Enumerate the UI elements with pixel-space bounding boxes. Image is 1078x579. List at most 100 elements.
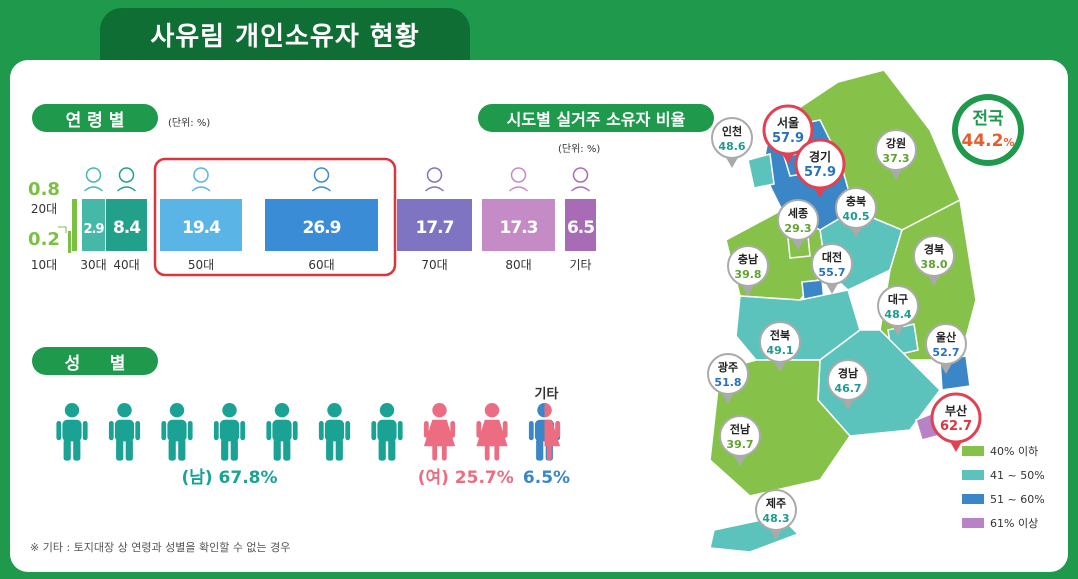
age-icon-80대 bbox=[509, 167, 528, 192]
region-unit: (단위: %) bbox=[558, 144, 601, 155]
marker-value-경기: 57.9 bbox=[804, 165, 836, 180]
age-section-label: 연 령 별 bbox=[32, 104, 158, 132]
bar-label-60대: 60대 bbox=[308, 258, 334, 272]
bar-label-70대: 70대 bbox=[421, 258, 447, 272]
marker-value-전북: 49.1 bbox=[766, 344, 793, 357]
national-label: 전국 bbox=[972, 109, 1004, 129]
bar-60대 bbox=[265, 199, 378, 251]
marker-name-대전: 대전 bbox=[822, 250, 842, 264]
marker-name-대구: 대구 bbox=[888, 292, 908, 306]
legend-label-3: 61% 이상 bbox=[990, 517, 1038, 530]
marker-name-울산: 울산 bbox=[936, 330, 956, 344]
bar-기타 bbox=[565, 199, 596, 251]
bar-value-10대: 0.2 bbox=[28, 229, 60, 250]
series-label-(여): (여) 25.7% bbox=[418, 468, 514, 488]
legend-swatch-0 bbox=[962, 446, 984, 456]
bar-10대 bbox=[68, 231, 71, 253]
legend-label-1: 41 ~ 50% bbox=[990, 469, 1045, 482]
legend-swatch-3 bbox=[962, 518, 984, 528]
callout-10대 bbox=[58, 226, 67, 233]
marker-경남: 경남 46.7 bbox=[827, 359, 869, 410]
marker-name-전남: 전남 bbox=[730, 422, 750, 436]
bar-40대 bbox=[106, 199, 147, 251]
bar-label-30대: 30대 bbox=[80, 258, 106, 272]
marker-value-부산: 62.7 bbox=[940, 419, 972, 434]
marker-value-경북: 38.0 bbox=[920, 258, 947, 271]
marker-value-인천: 48.6 bbox=[718, 140, 745, 153]
marker-인천: 인천 48.6 bbox=[711, 117, 753, 168]
bar-70대 bbox=[397, 199, 472, 251]
gender-chart: (남) 67.8% (여) 25.7% 기타 6.5% bbox=[56, 386, 570, 488]
content-panel: 연 령 별 (단위: %) 시도별 실거주 소유자 비율 (단위: %) 성 별… bbox=[10, 60, 1068, 572]
marker-대전: 대전 55.7 bbox=[811, 243, 853, 294]
age-icon-40대 bbox=[117, 167, 136, 192]
marker-value-충북: 40.5 bbox=[842, 210, 869, 223]
marker-value-강원: 37.3 bbox=[882, 152, 909, 165]
marker-value-전남: 39.7 bbox=[726, 438, 753, 451]
bar-label-40대: 40대 bbox=[113, 258, 139, 272]
marker-name-광주: 광주 bbox=[718, 361, 738, 374]
marker-경북: 경북 38.0 bbox=[913, 235, 955, 286]
marker-value-충남: 39.8 bbox=[734, 268, 761, 281]
marker-name-충북: 충북 bbox=[846, 194, 866, 208]
age-icon-70대 bbox=[425, 167, 444, 192]
bar-value-80대: 17.3 bbox=[500, 218, 538, 238]
marker-name-전북: 전북 bbox=[770, 328, 790, 342]
series-value-기타: 6.5% bbox=[523, 468, 570, 488]
marker-name-부산: 부산 bbox=[945, 403, 967, 418]
marker-세종: 세종 29.3 bbox=[777, 199, 819, 250]
age-unit: (단위: %) bbox=[168, 118, 211, 129]
page-title: 사유림 개인소유자 현황 bbox=[100, 8, 470, 60]
bar-value-50대: 19.4 bbox=[182, 218, 221, 238]
bar-label-50대: 50대 bbox=[188, 258, 214, 272]
marker-value-대전: 55.7 bbox=[818, 266, 845, 279]
marker-name-인천: 인천 bbox=[722, 124, 742, 138]
marker-value-제주: 48.3 bbox=[762, 512, 789, 525]
marker-대구: 대구 48.4 bbox=[877, 285, 919, 336]
legend-label-0: 40% 이하 bbox=[990, 444, 1038, 458]
marker-name-제주: 제주 bbox=[766, 496, 786, 510]
marker-value-서울: 57.9 bbox=[772, 131, 804, 146]
male-icon bbox=[108, 403, 141, 461]
age-icon-30대 bbox=[84, 167, 103, 192]
highlight-box bbox=[153, 157, 397, 277]
series-label-(남): (남) 67.8% bbox=[181, 468, 277, 488]
bar-30대 bbox=[82, 199, 105, 251]
marker-name-충남: 충남 bbox=[738, 252, 758, 266]
marker-name-세종: 세종 bbox=[788, 206, 808, 220]
marker-충남: 충남 39.8 bbox=[727, 245, 769, 296]
region-section-label: 시도별 실거주 소유자 비율 bbox=[478, 104, 714, 132]
age-chart: 2.9 30대 8.4 40대 19.4 50대 26.9 60대 17.7 70대 17.3 80대… bbox=[28, 157, 596, 277]
marker-name-강원: 강원 bbox=[886, 136, 906, 150]
female-icon bbox=[476, 403, 508, 461]
bar-80대 bbox=[482, 199, 555, 251]
marker-value-세종: 29.3 bbox=[784, 222, 811, 235]
age-icon-60대 bbox=[312, 167, 331, 192]
bar-value-40대: 8.4 bbox=[113, 218, 141, 238]
region-인천 bbox=[747, 153, 775, 189]
female-icon bbox=[423, 403, 456, 461]
marker-강원: 강원 37.3 bbox=[875, 129, 917, 180]
bar-label-20대: 20대 bbox=[31, 202, 57, 216]
marker-충북: 충북 40.5 bbox=[835, 187, 877, 238]
marker-제주: 제주 48.3 bbox=[755, 489, 797, 540]
marker-울산: 울산 52.7 bbox=[925, 323, 967, 374]
male-icon bbox=[371, 403, 403, 461]
gender-section-label: 성 별 bbox=[32, 347, 158, 375]
age-icon-50대 bbox=[191, 167, 211, 192]
legend-swatch-1 bbox=[962, 470, 984, 480]
national-value: 44.2% bbox=[962, 131, 1015, 151]
bar-value-60대: 26.9 bbox=[303, 218, 341, 238]
marker-value-대구: 48.4 bbox=[884, 308, 911, 321]
male-icon bbox=[161, 403, 193, 461]
male-icon bbox=[213, 403, 246, 461]
legend-label-2: 51 ~ 60% bbox=[990, 493, 1045, 506]
bar-50대 bbox=[160, 199, 242, 251]
age-icon-기타 bbox=[571, 167, 590, 192]
marker-name-경북: 경북 bbox=[924, 242, 944, 256]
male-icon bbox=[318, 403, 351, 461]
